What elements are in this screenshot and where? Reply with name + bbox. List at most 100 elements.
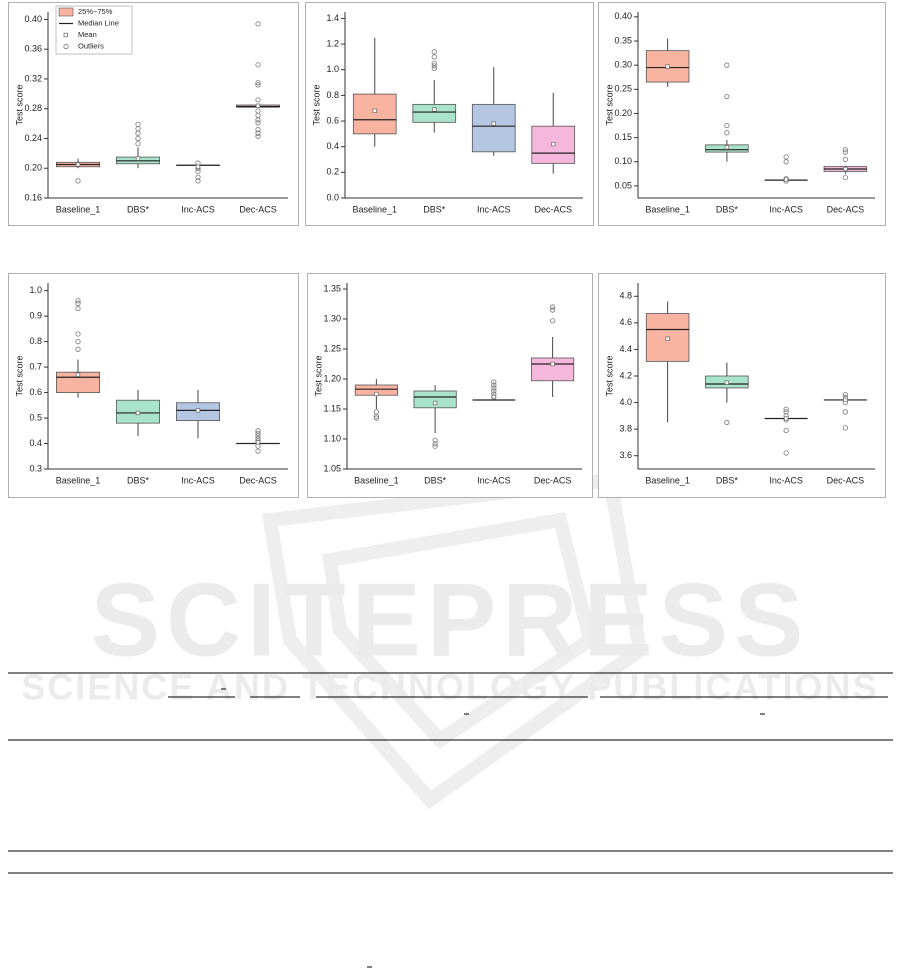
outlier bbox=[842, 175, 848, 181]
y-tick-label: 0.8 bbox=[29, 336, 42, 346]
y-tick-label: 0.3 bbox=[29, 463, 42, 473]
y-tick-label: 1.10 bbox=[323, 433, 341, 443]
logo-shape bbox=[322, 511, 598, 750]
y-tick-label: 4.4 bbox=[619, 344, 632, 354]
outlier bbox=[255, 428, 261, 434]
outlier bbox=[135, 141, 141, 147]
y-tick-label: 0.40 bbox=[24, 14, 42, 24]
outlier bbox=[75, 339, 81, 345]
box bbox=[412, 103, 457, 123]
mean bbox=[551, 141, 556, 147]
x-tick-label: Dec-ACS bbox=[827, 204, 865, 214]
x-tick-label: Dec-ACS bbox=[534, 475, 572, 485]
outlier bbox=[255, 120, 261, 126]
x-tick-label: Inc-ACS bbox=[769, 475, 803, 485]
outlier bbox=[255, 62, 261, 68]
outlier bbox=[75, 178, 81, 184]
legend-swatch bbox=[63, 43, 69, 50]
y-tick-label: 0.15 bbox=[614, 132, 632, 142]
outlier bbox=[255, 21, 261, 27]
y-axis-label: Test score bbox=[14, 84, 24, 125]
outlier bbox=[842, 149, 848, 155]
x-tick-label: Inc-ACS bbox=[181, 475, 215, 485]
mean bbox=[491, 394, 497, 400]
mean bbox=[550, 361, 555, 367]
mean bbox=[255, 440, 261, 445]
outlier bbox=[491, 388, 497, 394]
y-tick-label: 4.8 bbox=[619, 291, 632, 301]
outlier bbox=[135, 121, 141, 127]
y-tick-label: 1.2 bbox=[326, 38, 339, 48]
y-tick-label: 0.24 bbox=[24, 133, 42, 143]
outlier bbox=[195, 178, 201, 184]
y-tick-label: 0.2 bbox=[326, 167, 339, 177]
outlier bbox=[373, 409, 379, 415]
y-tick-label: 0.7 bbox=[29, 361, 42, 371]
outlier bbox=[724, 130, 730, 136]
outlier bbox=[373, 415, 379, 421]
y-tick-label: 1.20 bbox=[323, 373, 341, 383]
outlier bbox=[432, 437, 438, 443]
y-tick-label: 1.05 bbox=[323, 463, 341, 473]
box bbox=[471, 103, 516, 153]
outlier bbox=[491, 379, 497, 385]
outlier bbox=[255, 97, 261, 103]
mean bbox=[783, 416, 789, 421]
mean bbox=[843, 397, 848, 403]
y-tick-label: 0.9 bbox=[29, 310, 42, 320]
outlier bbox=[255, 80, 261, 86]
box bbox=[531, 357, 575, 382]
outlier bbox=[783, 427, 789, 434]
outlier bbox=[842, 391, 848, 398]
chart-panel: Test score 0.16 0.20 0.24 0.28 0.32 0.36 0.40 Ba… bbox=[8, 2, 299, 226]
mean bbox=[75, 162, 81, 167]
outlier bbox=[783, 409, 789, 415]
x-tick-label: Baseline_1 bbox=[352, 204, 397, 214]
mean bbox=[724, 145, 730, 150]
legend-label: Outliers bbox=[78, 41, 104, 50]
mean bbox=[195, 408, 201, 413]
box bbox=[413, 390, 457, 409]
x-tick-label: Dec-ACS bbox=[239, 204, 277, 214]
y-tick-label: 1.4 bbox=[326, 13, 339, 23]
outlier bbox=[550, 318, 556, 324]
y-tick-label: 1.0 bbox=[326, 64, 339, 74]
outlier bbox=[75, 300, 81, 306]
x-tick-label: Baseline_1 bbox=[56, 475, 101, 485]
panel-frame bbox=[307, 273, 593, 498]
x-tick-label: Dec-ACS bbox=[239, 475, 277, 485]
mean bbox=[665, 64, 670, 69]
outlier bbox=[255, 133, 261, 139]
legend-swatch bbox=[58, 7, 74, 17]
outlier bbox=[550, 304, 556, 310]
table-rules bbox=[8, 672, 893, 968]
y-axis-label: Test score bbox=[14, 355, 24, 396]
y-tick-label: 1.30 bbox=[323, 313, 341, 323]
x-tick-label: DBS* bbox=[716, 475, 739, 485]
x-tick-label: Baseline_1 bbox=[645, 204, 690, 214]
x-tick-label: DBS* bbox=[716, 204, 739, 214]
outlier bbox=[842, 147, 848, 153]
panel-frame bbox=[598, 2, 886, 226]
y-tick-label: 0.32 bbox=[24, 73, 42, 83]
outlier bbox=[842, 425, 848, 431]
panel-frame bbox=[8, 2, 299, 226]
mean bbox=[724, 380, 730, 385]
mean bbox=[665, 336, 670, 341]
outlier bbox=[255, 433, 261, 439]
mean bbox=[491, 121, 496, 126]
y-tick-label: 0.25 bbox=[614, 84, 632, 94]
outlier bbox=[431, 63, 437, 69]
mean bbox=[135, 156, 141, 161]
legend-label: Median Line bbox=[78, 18, 119, 27]
y-tick-label: 0.4 bbox=[29, 438, 42, 448]
x-tick-label: DBS* bbox=[127, 204, 150, 214]
y-tick-label: 1.0 bbox=[29, 285, 42, 295]
outlier bbox=[783, 154, 789, 160]
outlier bbox=[724, 419, 730, 426]
outlier bbox=[432, 441, 438, 447]
outlier bbox=[842, 409, 848, 415]
y-tick-label: 0.6 bbox=[326, 115, 339, 125]
